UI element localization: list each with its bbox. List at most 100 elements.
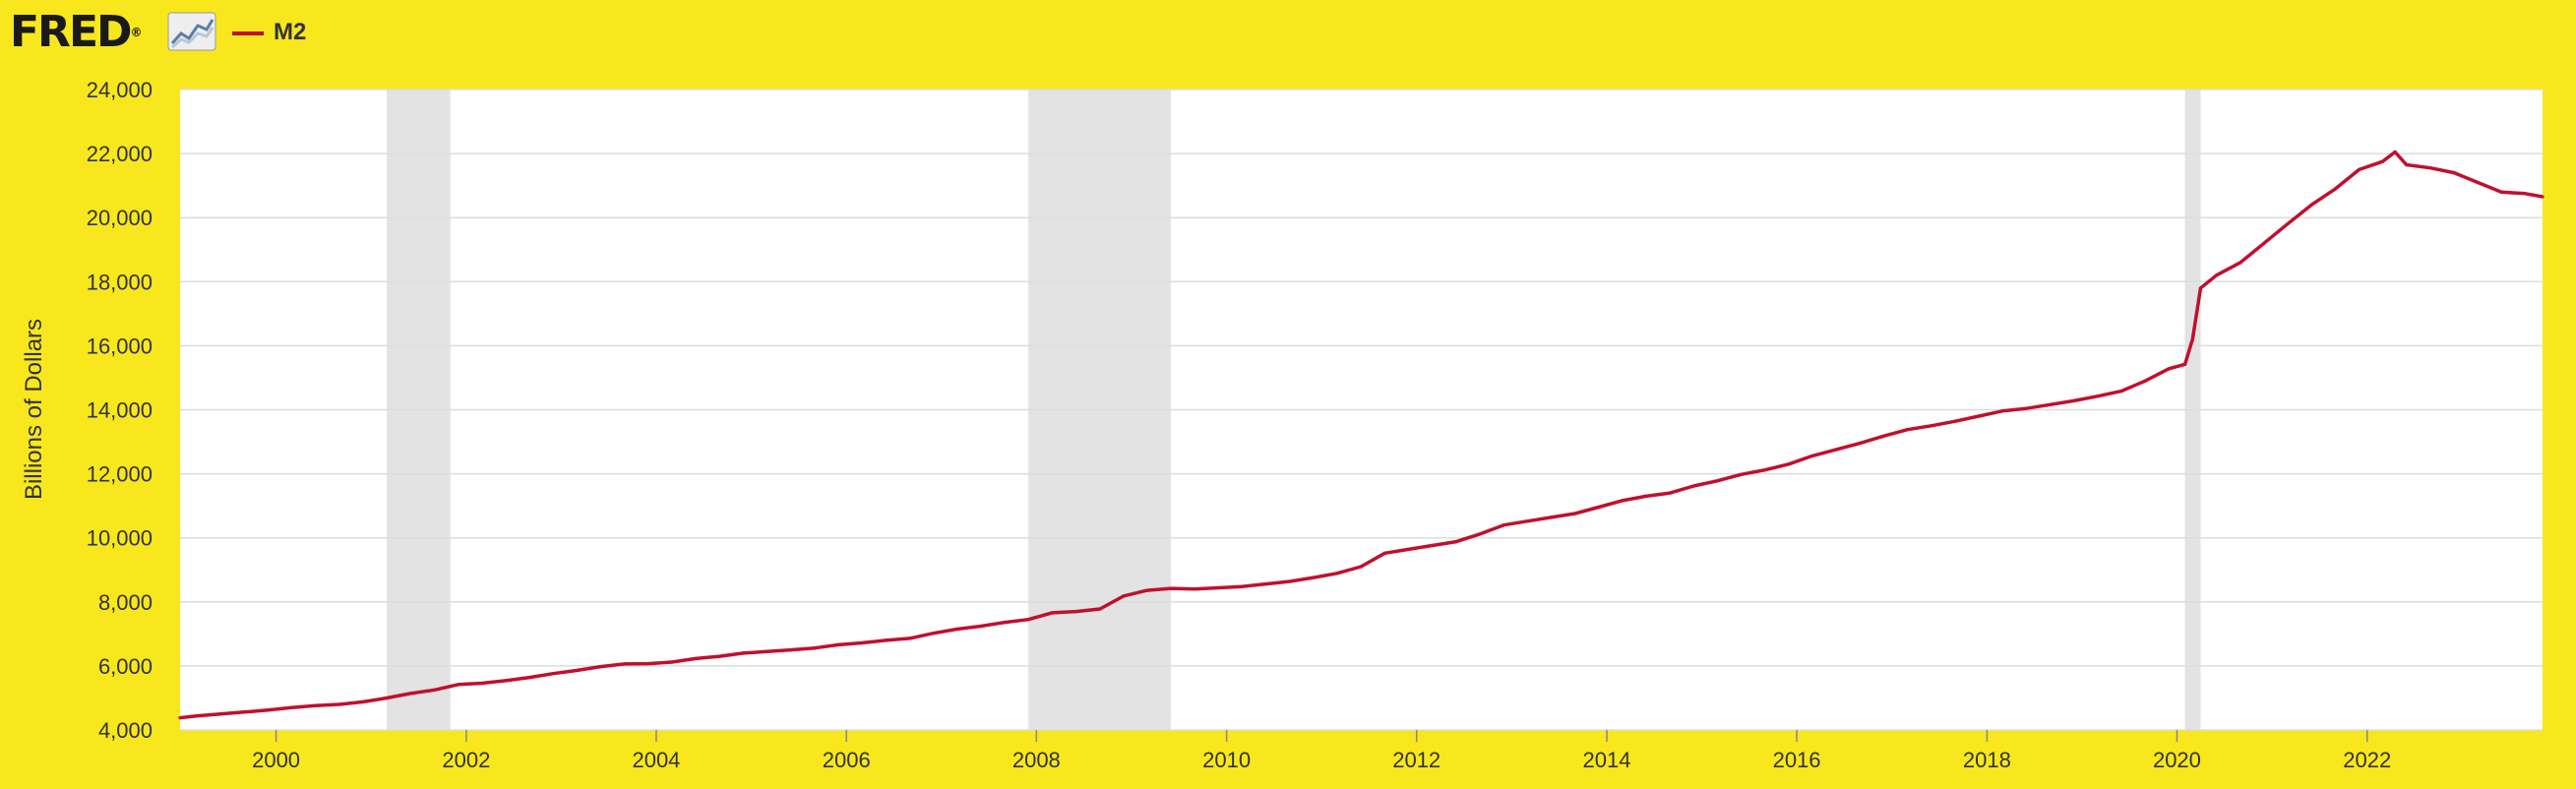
data-point [1073, 610, 1078, 614]
data-point [2380, 159, 2384, 163]
legend-swatch-m2 [232, 31, 264, 35]
data-point [2428, 166, 2432, 170]
data-point [1810, 454, 1814, 457]
data-point [1930, 424, 1933, 428]
x-tick-label: 2014 [1583, 748, 1631, 772]
data-point [2198, 286, 2203, 290]
data-point [1169, 586, 1173, 590]
fred-chart-icon [167, 12, 216, 51]
data-point [1882, 434, 1886, 438]
data-point [1098, 607, 1102, 611]
data-point [178, 716, 182, 720]
x-tick-label: 2012 [1392, 748, 1441, 772]
data-point [1859, 441, 1863, 445]
data-point [2405, 162, 2409, 167]
data-point [1406, 547, 1411, 552]
y-tick-label: 20,000 [87, 206, 153, 230]
data-point [2239, 261, 2242, 265]
data-point [2393, 150, 2397, 154]
data-point [2119, 390, 2123, 394]
data-point [1787, 462, 1791, 466]
data-point [717, 654, 722, 658]
y-tick-label: 16,000 [87, 334, 153, 358]
data-point [2049, 402, 2053, 406]
y-tick-label: 18,000 [87, 270, 153, 294]
data-point [1715, 479, 1719, 483]
y-tick-label: 6,000 [98, 654, 153, 679]
x-axis: 2000 2002 2004 2006 2008 2010 2012 2014 2016 2018… [252, 730, 2391, 772]
x-tick-label: 2006 [823, 748, 871, 772]
x-tick-label: 2018 [1963, 748, 2011, 772]
x-tick-label: 2020 [2153, 748, 2201, 772]
data-point [1122, 594, 1126, 598]
data-point [289, 705, 294, 709]
y-tick-label: 10,000 [87, 526, 153, 551]
data-point [457, 683, 460, 687]
data-point [765, 649, 768, 653]
data-point [314, 703, 318, 707]
y-tick-label: 4,000 [98, 718, 153, 743]
x-tick-label: 2022 [2343, 748, 2391, 772]
data-point [2024, 406, 2028, 410]
data-point [2072, 398, 2076, 402]
data-point [2000, 409, 2004, 413]
data-point [218, 712, 222, 716]
data-point [1644, 494, 1648, 498]
series-layer [178, 150, 2545, 720]
y-axis: 4,000 6,000 8,000 10,000 12,000 14,000 16,000 1… [87, 78, 153, 743]
data-point [598, 665, 603, 669]
data-point [337, 702, 341, 706]
data-point [836, 642, 840, 647]
x-tick-label: 2010 [1202, 748, 1251, 772]
data-point [1359, 565, 1363, 569]
data-point [2262, 241, 2266, 245]
data-point [1953, 419, 1957, 423]
data-point [646, 662, 650, 666]
data-point [1763, 468, 1767, 472]
data-point [2541, 195, 2545, 199]
legend-label-m2: M2 [274, 19, 307, 45]
x-tick-label: 2002 [442, 748, 490, 772]
data-point [1549, 516, 1553, 519]
fred-logo-text: FRED [10, 7, 133, 57]
data-point [1597, 505, 1601, 510]
data-point [1216, 585, 1220, 590]
data-point [1050, 611, 1054, 615]
data-point [2095, 394, 2100, 398]
data-point [1145, 588, 1149, 592]
data-point [575, 668, 579, 673]
fred-logo[interactable]: FRED® [10, 6, 143, 59]
data-point [954, 627, 959, 632]
data-point [1573, 512, 1577, 516]
data-point [1478, 532, 1482, 536]
data-point [479, 681, 484, 686]
data-point [2358, 167, 2361, 171]
data-point [1905, 428, 1910, 432]
data-point [932, 632, 936, 636]
data-point [884, 638, 888, 642]
data-point [2183, 362, 2187, 366]
data-point [979, 624, 983, 629]
data-point [741, 651, 746, 655]
x-tick-label: 2016 [1773, 748, 1821, 772]
data-point [504, 679, 508, 683]
series-line-m2 [179, 150, 2544, 720]
data-point [2333, 187, 2338, 191]
data-point [195, 714, 199, 718]
data-point [789, 648, 793, 652]
data-point [1240, 584, 1244, 588]
y-tick-label: 22,000 [87, 142, 153, 166]
data-point [242, 710, 246, 714]
gridlines [180, 89, 2543, 731]
data-point [361, 699, 365, 704]
data-point [2215, 273, 2219, 277]
x-tick-label: 2000 [252, 748, 300, 772]
data-point [694, 656, 698, 661]
data-point [2167, 367, 2171, 371]
data-point [1382, 551, 1386, 555]
x-tick-label: 2008 [1012, 748, 1061, 772]
data-point [907, 637, 912, 640]
data-point [860, 640, 864, 645]
y-axis-title: Billions of Dollars [21, 319, 47, 500]
